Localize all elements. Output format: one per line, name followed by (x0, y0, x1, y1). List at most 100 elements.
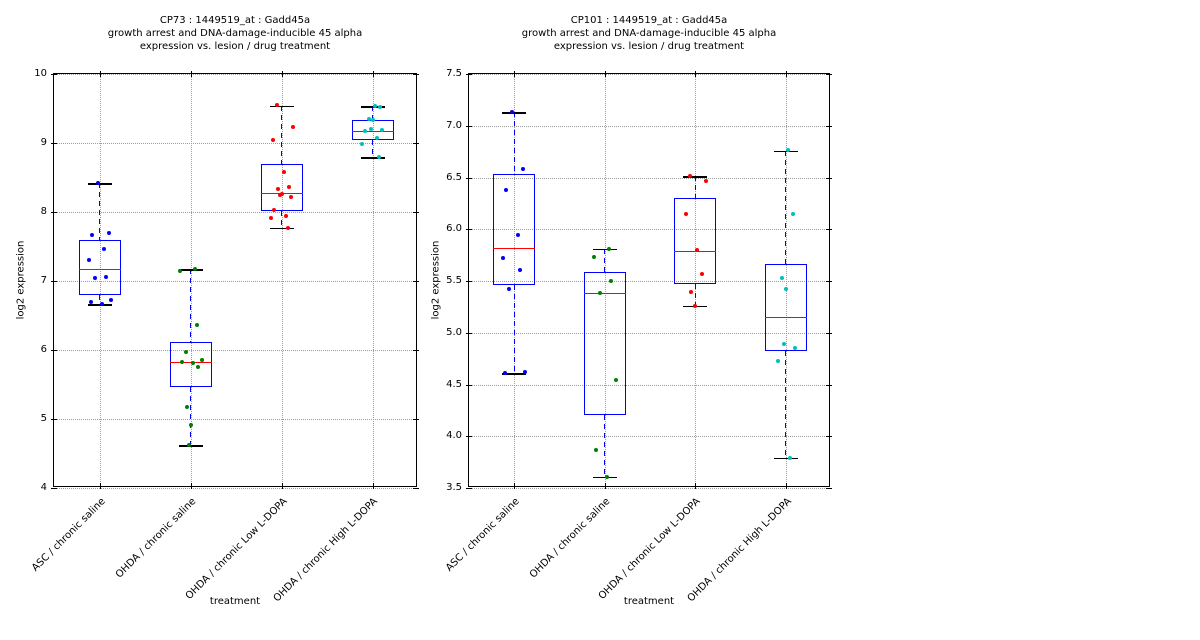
h-gridline (469, 74, 829, 75)
y-tick-label: 7.0 (446, 119, 462, 131)
data-point (684, 211, 689, 216)
x-tick-mark (372, 71, 374, 77)
data-point (190, 361, 195, 366)
whisker-lower (513, 285, 515, 374)
y-tick-label: 10 (34, 68, 47, 79)
x-tick-label: OHDA / chronic Low L-DOPA (597, 496, 704, 602)
data-point (504, 187, 509, 192)
h-gridline (469, 125, 829, 127)
box (764, 264, 807, 352)
y-tick-mark (51, 212, 57, 213)
y-tick-mark (413, 488, 419, 489)
data-point (368, 127, 373, 132)
y-tick-label: 5.5 (446, 275, 462, 286)
y-tick-mark (51, 74, 57, 75)
plot-title-line: CP73 : 1449519_at : Gadd45a (159, 15, 311, 26)
median-line (764, 317, 807, 319)
data-point (86, 257, 91, 262)
v-gridline (99, 74, 101, 486)
data-point (270, 137, 275, 142)
y-tick-mark (826, 177, 832, 179)
x-tick-mark (281, 71, 283, 77)
data-point (608, 279, 613, 283)
x-tick-label: ASC / chronic saline (29, 496, 108, 574)
x-axis-label: treatment (623, 596, 675, 607)
boxplot-axes-cp101: 3.5 4.0 4.5 5.0 5.5 6.0 6.5 7.0 7.5 ASC / chronic… (431, 15, 832, 607)
y-tick-mark (466, 332, 472, 334)
plot-title-line: growth arrest and DNA-damage-inducible 4… (521, 28, 777, 39)
whisker-upper (694, 176, 696, 199)
data-point (516, 233, 521, 238)
data-point (288, 194, 293, 199)
y-tick-mark (826, 125, 832, 127)
data-point (792, 346, 797, 351)
h-gridline (54, 143, 416, 144)
h-gridline (469, 384, 829, 386)
data-point (179, 359, 184, 364)
whisker-cap-upper (683, 176, 708, 178)
y-tick-mark (51, 419, 57, 420)
median-line (493, 247, 536, 249)
data-point (518, 267, 523, 272)
data-point (695, 247, 700, 252)
y-tick-mark (413, 212, 419, 213)
whisker-lower (281, 211, 282, 228)
whisker-upper (785, 150, 787, 265)
y-tick-mark (413, 419, 419, 420)
data-point (781, 342, 786, 347)
v-gridline (190, 74, 192, 486)
data-point (271, 207, 276, 212)
box (493, 174, 536, 286)
data-point (593, 447, 598, 452)
h-gridline (469, 281, 829, 282)
y-tick-mark (413, 74, 419, 75)
data-point (689, 290, 694, 295)
data-point (279, 192, 284, 197)
h-gridline (469, 436, 829, 438)
data-point (372, 104, 377, 109)
data-point (790, 211, 795, 216)
whisker-cap-lower (360, 157, 385, 159)
box (583, 271, 626, 415)
data-point (99, 301, 104, 306)
y-tick-mark (466, 177, 472, 179)
data-point (286, 185, 291, 190)
data-point (194, 323, 199, 328)
y-tick-mark (826, 488, 832, 489)
v-gridline (372, 74, 374, 486)
whisker-cap-upper (178, 269, 203, 271)
x-tick-mark (514, 71, 516, 77)
data-point (503, 371, 508, 376)
data-point (700, 271, 705, 276)
whisker-lower (372, 139, 373, 158)
y-tick-mark (466, 281, 472, 282)
y-tick-label: 7 (40, 275, 47, 286)
y-tick-mark (413, 281, 419, 282)
h-gridline (54, 419, 416, 420)
whisker-cap-lower (502, 373, 527, 375)
data-point (591, 255, 596, 260)
whisker-upper (604, 248, 606, 272)
data-point (379, 127, 384, 132)
whisker-cap-upper (502, 112, 527, 114)
data-point (277, 193, 282, 198)
whisker-lower (99, 295, 100, 305)
whisker-cap-lower (269, 227, 294, 230)
y-tick-mark (413, 350, 419, 351)
x-axis-label: treatment (209, 596, 261, 607)
boxplot-axes-cp73: 4 5 6 7 8 9 10 ASC / chronic saline OHDA / chron… (16, 15, 419, 607)
x-tick-label: OHDA / chronic High L-DOPA (272, 496, 381, 605)
data-point (501, 256, 506, 261)
y-tick-label: 4.0 (446, 430, 462, 442)
whisker-cap-upper (269, 105, 294, 108)
plot-title: CP73 : 1449519_at : Gadd45a growth arrest… (54, 14, 416, 53)
y-axis-label: log2 expression (430, 240, 442, 320)
y-tick-mark (51, 488, 57, 489)
median-line (583, 293, 626, 295)
data-point (359, 141, 364, 146)
data-point (688, 174, 693, 179)
x-tick-mark (785, 483, 787, 489)
h-gridline (469, 332, 829, 334)
y-axis-label: log2 expression (15, 240, 27, 320)
